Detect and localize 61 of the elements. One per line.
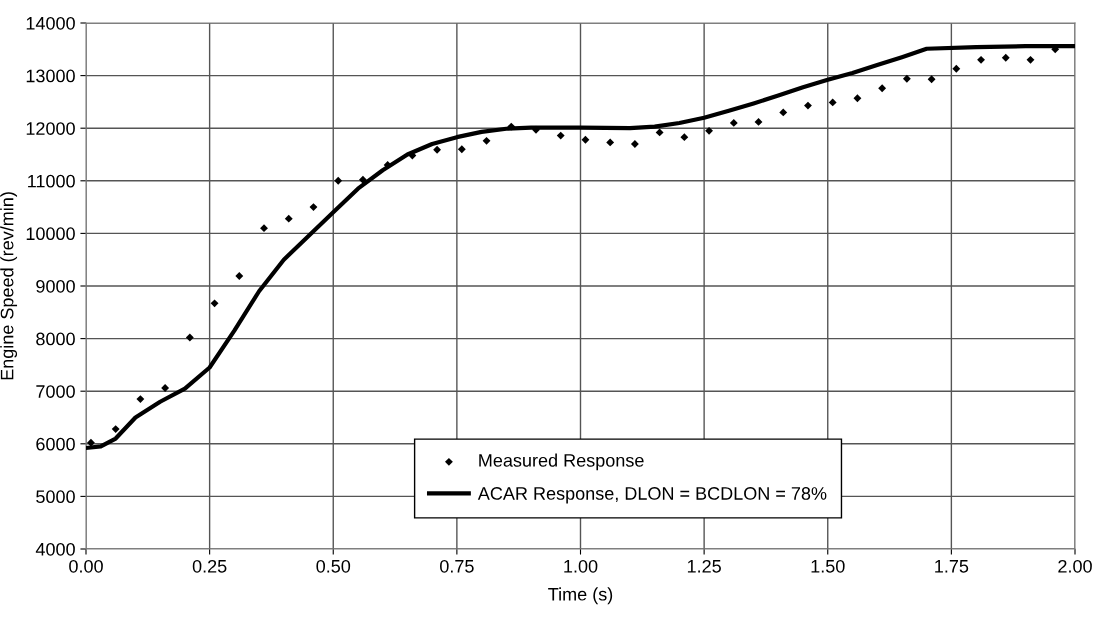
x-tick-label: 1.00 (564, 559, 598, 573)
point (161, 384, 170, 392)
point (1001, 53, 1010, 62)
point (111, 425, 120, 433)
y-tick-label: 9000 (36, 279, 75, 293)
point (705, 126, 713, 135)
point (680, 133, 689, 142)
y-tick-label: 8000 (36, 332, 75, 346)
point (235, 272, 244, 280)
point (358, 175, 367, 184)
y-tick-label: 14000 (26, 16, 75, 30)
y-axis-title: Engine Speed (rev/min) (0, 192, 18, 380)
point (309, 203, 318, 212)
point (878, 84, 887, 93)
point (260, 224, 268, 233)
legend-label: ACAR Response, DLON = BCDLON = 78% (477, 487, 827, 504)
point (581, 135, 590, 144)
point (482, 136, 491, 145)
point (754, 117, 763, 126)
point (210, 299, 219, 308)
x-tick-label: 0.75 (440, 559, 474, 573)
legend-label: Measured Response (479, 453, 644, 471)
y-tick-label: 13000 (26, 69, 75, 83)
y-tick-label: 4000 (35, 542, 75, 556)
point (1026, 55, 1035, 64)
x-tick-label: 0.25 (192, 559, 227, 573)
x-tick-label: 2.00 (1058, 559, 1092, 573)
line-series (86, 44, 1075, 451)
x-axis-title: Time (s) (548, 587, 613, 605)
point (927, 75, 936, 84)
point (853, 94, 862, 103)
point (828, 98, 837, 107)
point (284, 214, 293, 223)
point (87, 438, 95, 447)
point (433, 145, 442, 154)
point (729, 119, 738, 127)
y-tick-label: 11000 (28, 174, 75, 188)
point (952, 64, 961, 73)
point (779, 108, 788, 117)
point (902, 74, 911, 83)
x-tick-label: 1.50 (811, 559, 845, 573)
point (507, 122, 516, 131)
y-tick-label: 5000 (36, 490, 75, 504)
point (136, 395, 145, 404)
point (334, 176, 343, 185)
point (630, 140, 639, 148)
y-tick-label: 6000 (36, 437, 75, 451)
point (185, 333, 194, 342)
y-tick-label: 7000 (36, 385, 75, 398)
point (606, 138, 615, 147)
point (804, 101, 812, 110)
point (977, 55, 985, 64)
y-tick-label: 12000 (26, 122, 75, 135)
x-tick-label: 0.00 (69, 559, 103, 573)
point (457, 145, 466, 154)
x-tick-label: 1.75 (935, 560, 969, 573)
x-tick-label: 1.25 (687, 559, 721, 573)
point (556, 131, 565, 140)
x-tick-label: 0.50 (316, 559, 351, 573)
point (655, 128, 664, 137)
y-tick-label: 10000 (26, 227, 75, 241)
